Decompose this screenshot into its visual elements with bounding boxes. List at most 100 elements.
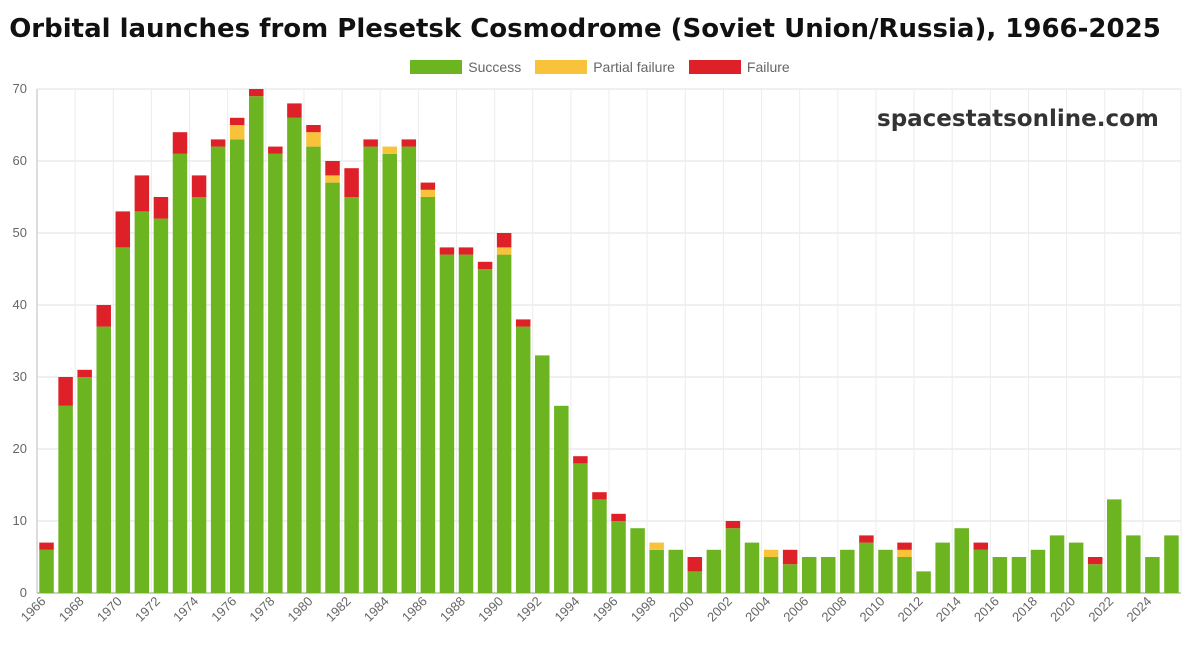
bar-failure-1971	[134, 175, 150, 212]
bar-failure-1967	[58, 377, 73, 406]
bar-success-2014	[954, 528, 969, 593]
legend-item-failure[interactable]: Failure	[688, 59, 790, 75]
bar-failure-2009	[859, 535, 874, 543]
bar-success-2009	[859, 542, 874, 593]
bar-success-1969	[96, 326, 111, 593]
bar-success-2021	[1087, 564, 1103, 593]
bar-failure-1966	[39, 542, 54, 550]
bar-failure-1973	[172, 132, 188, 154]
bar-success-2016	[992, 557, 1008, 593]
bar-partial-failure-1990	[496, 247, 512, 255]
x-tick-label: 2000	[666, 594, 697, 625]
bar-success-1994	[573, 463, 588, 593]
x-tick-label: 2018	[1009, 594, 1040, 625]
bar-success-1995	[592, 499, 607, 593]
bar-failure-1979	[287, 103, 302, 118]
bar-success-1975	[210, 146, 226, 593]
y-tick-label: 20	[13, 441, 27, 456]
bar-success-1989	[477, 269, 493, 593]
x-tick-label: 1976	[208, 594, 239, 625]
bar-success-2005	[782, 564, 798, 593]
bar-failure-1976	[229, 117, 245, 125]
bar-success-1985	[401, 146, 417, 593]
bar-success-2003	[744, 542, 760, 593]
x-tick-label: 1980	[285, 594, 316, 625]
bar-success-2004	[763, 557, 779, 593]
chart-title: Orbital launches from Plesetsk Cosmodrom…	[9, 14, 1161, 44]
bar-partial-failure-1986	[420, 189, 436, 197]
bar-partial-failure-1976	[229, 125, 245, 140]
y-tick-label: 40	[13, 297, 27, 312]
bar-failure-1995	[592, 492, 607, 500]
bar-failure-1988	[458, 247, 474, 255]
bar-success-1991	[515, 326, 531, 593]
bar-success-1968	[77, 377, 92, 593]
bar-success-2024	[1145, 557, 1160, 593]
bar-success-1990	[496, 254, 512, 593]
x-tick-label: 1994	[551, 594, 582, 625]
bar-failure-2015	[973, 542, 989, 550]
bar-success-1967	[58, 405, 73, 593]
legend-item-success[interactable]: Success	[410, 59, 521, 75]
bar-success-1979	[287, 117, 302, 594]
bar-failure-1986	[420, 182, 436, 190]
bar-success-2013	[935, 542, 950, 593]
x-tick-label: 1974	[170, 594, 201, 625]
bar-success-1983	[363, 146, 378, 593]
bar-failure-2011	[897, 542, 912, 550]
bar-failure-1972	[153, 197, 169, 219]
legend-swatch-failure	[688, 60, 741, 74]
bar-failure-1983	[363, 139, 378, 147]
bar-partial-failure-2004	[763, 549, 779, 557]
chart-legend: Success Partial failure Failure	[0, 59, 1200, 75]
bar-success-1984	[382, 153, 397, 594]
legend-label-partial-failure: Partial failure	[593, 59, 675, 75]
x-tick-label: 2016	[971, 594, 1002, 625]
x-tick-label: 1984	[361, 594, 392, 625]
x-tick-label: 2024	[1123, 594, 1154, 625]
bar-success-1993	[554, 405, 569, 593]
legend-swatch-success	[410, 60, 463, 74]
legend-label-success: Success	[468, 59, 522, 75]
x-tick-label: 2002	[704, 594, 735, 625]
x-tick-label: 2004	[742, 594, 773, 625]
x-tick-label: 2010	[857, 594, 888, 625]
x-tick-label: 1988	[437, 594, 468, 625]
bar-success-1966	[39, 549, 54, 593]
y-tick-label: 70	[13, 81, 27, 96]
x-tick-label: 1986	[399, 594, 430, 625]
bar-success-2015	[973, 549, 989, 593]
bar-success-1999	[668, 549, 683, 593]
bar-partial-failure-1980	[306, 132, 321, 147]
bar-success-1976	[229, 139, 245, 593]
legend-swatch-partial-failure	[535, 60, 588, 74]
x-tick-label: 2022	[1085, 594, 1116, 625]
bar-failure-1989	[477, 261, 493, 269]
bar-success-2012	[916, 571, 931, 593]
bar-failure-1969	[96, 305, 111, 327]
bar-success-1980	[306, 146, 321, 593]
x-tick-label: 2006	[780, 594, 811, 625]
x-tick-label: 1968	[56, 594, 87, 625]
bar-success-2018	[1030, 549, 1046, 593]
bar-success-1982	[344, 197, 359, 593]
bar-success-2017	[1011, 557, 1027, 593]
legend-item-partial-failure[interactable]: Partial failure	[535, 59, 675, 75]
bar-success-2002	[725, 528, 741, 593]
bar-success-1978	[268, 153, 283, 594]
x-tick-label: 1996	[590, 594, 621, 625]
x-tick-label: 1970	[94, 594, 125, 625]
x-tick-label: 2014	[933, 594, 964, 625]
bar-failure-2002	[725, 521, 741, 529]
watermark: spacestatsonline.com	[877, 106, 1159, 132]
bar-partial-failure-2011	[897, 549, 912, 557]
bar-success-2023	[1126, 535, 1141, 593]
x-tick-label: 1982	[323, 594, 354, 625]
x-tick-label: 1972	[132, 594, 163, 625]
bar-success-1981	[325, 182, 340, 593]
bar-failure-2005	[782, 549, 798, 565]
bar-failure-1980	[306, 125, 321, 133]
x-tick-label: 2020	[1047, 594, 1078, 625]
bar-success-2008	[840, 549, 855, 593]
